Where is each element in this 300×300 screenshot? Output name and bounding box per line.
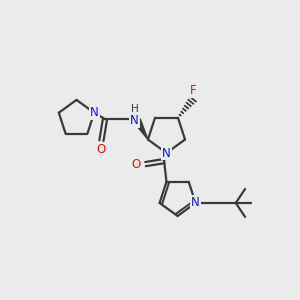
Text: H: H bbox=[131, 104, 139, 114]
Text: N: N bbox=[191, 196, 200, 209]
Text: O: O bbox=[132, 158, 141, 171]
Text: O: O bbox=[97, 142, 106, 156]
Text: N: N bbox=[130, 114, 139, 127]
Text: N: N bbox=[162, 146, 171, 160]
Text: F: F bbox=[190, 84, 197, 97]
Polygon shape bbox=[134, 119, 148, 140]
Text: N: N bbox=[90, 106, 99, 119]
